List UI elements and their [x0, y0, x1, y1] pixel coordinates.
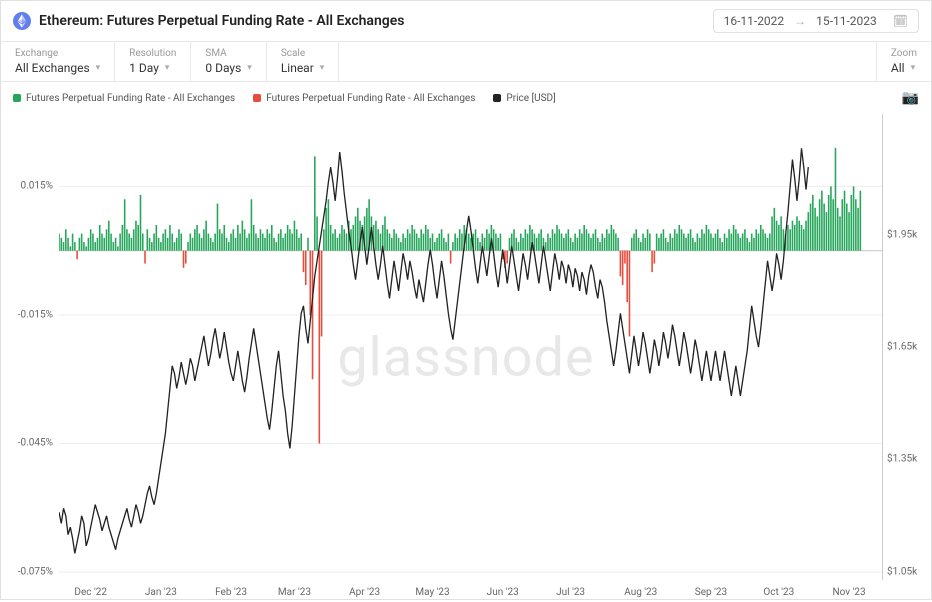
ethereum-icon	[13, 12, 31, 30]
x-tick: Feb '23	[215, 587, 247, 598]
x-tick: Aug '23	[624, 587, 657, 598]
x-tick: Apr '23	[349, 587, 380, 598]
y-right-tick: $1.95k	[887, 229, 929, 240]
x-tick: Oct '23	[763, 587, 794, 598]
exchange-label: Exchange	[15, 48, 100, 59]
legend-item-positive: Futures Perpetual Funding Rate - All Exc…	[13, 93, 235, 104]
y-left-tick: 0.015%	[3, 181, 53, 192]
sma-label: SMA	[205, 48, 251, 59]
exchange-selector[interactable]: Exchange All Exchanges▾	[1, 42, 115, 81]
y-left-tick: -0.015%	[3, 309, 53, 320]
chevron-down-icon: ▾	[911, 63, 916, 73]
zoom-selector[interactable]: Zoom All▾	[877, 42, 931, 81]
resolution-label: Resolution	[129, 48, 176, 59]
y-right-tick: $1.65k	[887, 342, 929, 353]
y-right-tick: $1.05k	[887, 566, 929, 577]
scale-selector[interactable]: Scale Linear▾	[267, 42, 340, 81]
x-tick: Sep '23	[695, 587, 727, 598]
legend-item-negative: Futures Perpetual Funding Rate - All Exc…	[253, 93, 475, 104]
controls-bar: Exchange All Exchanges▾ Resolution 1 Day…	[1, 42, 931, 82]
chevron-down-icon: ▾	[247, 63, 252, 73]
x-tick: Jan '23	[145, 587, 177, 598]
screenshot-icon[interactable]: 📷	[902, 90, 919, 106]
zoom-label: Zoom	[891, 48, 917, 59]
chart-container: Ethereum: Futures Perpetual Funding Rate…	[0, 0, 932, 600]
date-range-picker[interactable]: 16-11-2022 → 15-11-2023 🗓	[713, 9, 919, 33]
chevron-down-icon: ▾	[165, 63, 170, 73]
chart-svg	[59, 114, 883, 580]
sma-selector[interactable]: SMA 0 Days▾	[191, 42, 266, 81]
y-left-tick: -0.075%	[3, 566, 53, 577]
legend-item-price: Price [USD]	[493, 93, 555, 104]
x-tick: Jun '23	[487, 587, 519, 598]
x-tick: Dec '22	[74, 587, 107, 598]
calendar-icon: 🗓	[893, 14, 908, 28]
y-left-tick: -0.045%	[3, 438, 53, 449]
chevron-down-icon: ▾	[320, 63, 325, 73]
y-right-tick: $1.35k	[887, 454, 929, 465]
chevron-down-icon: ▾	[96, 63, 101, 73]
scale-label: Scale	[281, 48, 325, 59]
date-arrow-icon: →	[794, 14, 806, 28]
chart-area[interactable]: glassnode -0.075%-0.045%-0.015%0.015%$1.…	[1, 114, 931, 602]
legend: Futures Perpetual Funding Rate - All Exc…	[1, 82, 931, 114]
x-tick: Jul '23	[556, 587, 585, 598]
resolution-selector[interactable]: Resolution 1 Day▾	[115, 42, 191, 81]
swatch-negative	[253, 94, 261, 102]
chart-title: Ethereum: Futures Perpetual Funding Rate…	[39, 13, 713, 29]
swatch-positive	[13, 94, 21, 102]
x-tick: Nov '23	[832, 587, 865, 598]
x-tick: May '23	[415, 587, 449, 598]
date-from: 16-11-2022	[724, 14, 785, 28]
date-to: 15-11-2023	[816, 14, 877, 28]
header-bar: Ethereum: Futures Perpetual Funding Rate…	[1, 1, 931, 42]
swatch-price	[493, 94, 501, 102]
x-tick: Mar '23	[278, 587, 311, 598]
